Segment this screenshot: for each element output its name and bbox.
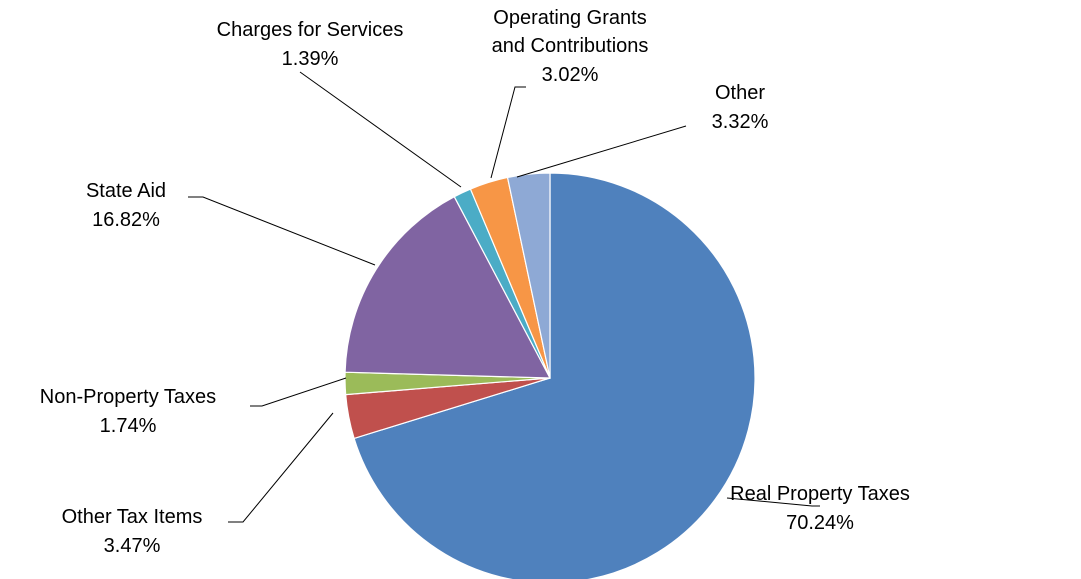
leader-line-charges-for-services — [299, 71, 462, 188]
data-label-name-state-aid: State Aid — [86, 180, 166, 202]
leader-line-other-tax-items — [228, 412, 334, 523]
data-label-pct-state-aid: 16.82% — [92, 209, 160, 231]
pie-slices — [344, 172, 756, 579]
leader-line-real-property-taxes — [726, 497, 820, 507]
leader-lines — [188, 71, 820, 523]
data-label-name-operating-grants-and-contributions: and Contributions — [492, 35, 649, 57]
data-label-pct-other: 3.32% — [712, 111, 769, 133]
data-label-pct-charges-for-services: 1.39% — [282, 48, 339, 70]
slice-labels: Real Property Taxes 70.24% Other Tax Items… — [40, 7, 910, 557]
slice-state-aid — [344, 195, 552, 379]
data-label-pct-other-tax-items: 3.47% — [104, 535, 161, 557]
data-label-name-real-property-taxes: Real Property Taxes — [730, 483, 910, 505]
data-label-pct-non-property-taxes: 1.74% — [100, 415, 157, 437]
data-label-pct-operating-grants-and-contributions: 3.02% — [542, 64, 599, 86]
leader-line-other — [516, 125, 687, 178]
data-label-name-non-property-taxes: Non-Property Taxes — [40, 386, 216, 408]
data-label-name-operating-grants-and-contributions: Operating Grants — [493, 7, 646, 29]
slice-real-property-taxes — [353, 172, 756, 579]
leader-line-state-aid — [188, 196, 376, 266]
slice-other — [506, 172, 551, 379]
data-label-name-other-tax-items: Other Tax Items — [62, 506, 203, 528]
data-label-name-charges-for-services: Charges for Services — [217, 19, 404, 41]
data-label-pct-real-property-taxes: 70.24% — [786, 512, 854, 534]
data-label-name-other: Other — [715, 82, 765, 104]
leader-line-non-property-taxes — [250, 377, 347, 407]
leader-line-operating-grants-and-contributions — [490, 86, 526, 179]
